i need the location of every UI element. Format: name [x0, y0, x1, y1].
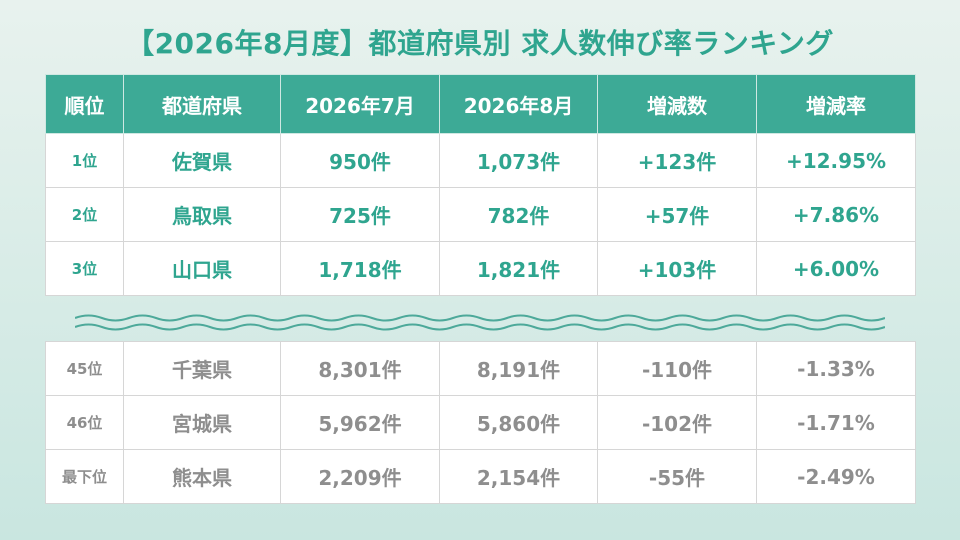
change-cell: -110件 [597, 341, 757, 396]
header-rank: 順位 [45, 74, 124, 134]
header-row: 順位 都道府県 2026年7月 2026年8月 増減数 増減率 [45, 74, 916, 134]
wave-separator-icon [75, 314, 885, 331]
rank-cell: 2位 [45, 187, 124, 242]
july-cell: 2,209件 [280, 449, 440, 504]
rank-cell: 1位 [45, 133, 124, 188]
prefecture-cell: 宮城県 [123, 395, 281, 450]
change-rate-cell: -1.33% [756, 341, 916, 396]
august-cell: 1,073件 [439, 133, 598, 188]
prefecture-cell: 鳥取県 [123, 187, 281, 242]
rank-cell: 最下位 [45, 449, 124, 504]
august-cell: 782件 [439, 187, 598, 242]
august-cell: 5,860件 [439, 395, 598, 450]
prefecture-cell: 熊本県 [123, 449, 281, 504]
july-cell: 1,718件 [280, 241, 440, 296]
header-july: 2026年7月 [280, 74, 440, 134]
prefecture-cell: 千葉県 [123, 341, 281, 396]
july-cell: 5,962件 [280, 395, 440, 450]
header-change: 増減数 [597, 74, 757, 134]
header-change-rate: 増減率 [756, 74, 916, 134]
bottom-ranking-table: 45位 千葉県 8,301件 8,191件 -110件 -1.33% 46位 宮… [45, 341, 916, 504]
change-cell: +103件 [597, 241, 757, 296]
top-ranking-table: 順位 都道府県 2026年7月 2026年8月 増減数 増減率 1位 佐賀県 9… [45, 74, 916, 296]
header-august: 2026年8月 [439, 74, 598, 134]
july-cell: 8,301件 [280, 341, 440, 396]
change-cell: +57件 [597, 187, 757, 242]
table-row: 3位 山口県 1,718件 1,821件 +103件 +6.00% [45, 241, 916, 296]
rank-cell: 45位 [45, 341, 124, 396]
prefecture-cell: 佐賀県 [123, 133, 281, 188]
change-rate-cell: +7.86% [756, 187, 916, 242]
table-row: 1位 佐賀県 950件 1,073件 +123件 +12.95% [45, 133, 916, 188]
change-rate-cell: -2.49% [756, 449, 916, 504]
prefecture-cell: 山口県 [123, 241, 281, 296]
table-row: 最下位 熊本県 2,209件 2,154件 -55件 -2.49% [45, 449, 916, 504]
table-row: 46位 宮城県 5,962件 5,860件 -102件 -1.71% [45, 395, 916, 450]
change-rate-cell: +12.95% [756, 133, 916, 188]
august-cell: 2,154件 [439, 449, 598, 504]
july-cell: 725件 [280, 187, 440, 242]
change-cell: -55件 [597, 449, 757, 504]
change-cell: -102件 [597, 395, 757, 450]
august-cell: 8,191件 [439, 341, 598, 396]
header-prefecture: 都道府県 [123, 74, 281, 134]
change-rate-cell: -1.71% [756, 395, 916, 450]
page-title: 【2026年8月度】都道府県別 求人数伸び率ランキング [126, 27, 834, 60]
change-cell: +123件 [597, 133, 757, 188]
change-rate-cell: +6.00% [756, 241, 916, 296]
table-row: 2位 鳥取県 725件 782件 +57件 +7.86% [45, 187, 916, 242]
august-cell: 1,821件 [439, 241, 598, 296]
rank-cell: 3位 [45, 241, 124, 296]
rank-cell: 46位 [45, 395, 124, 450]
july-cell: 950件 [280, 133, 440, 188]
table-row: 45位 千葉県 8,301件 8,191件 -110件 -1.33% [45, 341, 916, 396]
